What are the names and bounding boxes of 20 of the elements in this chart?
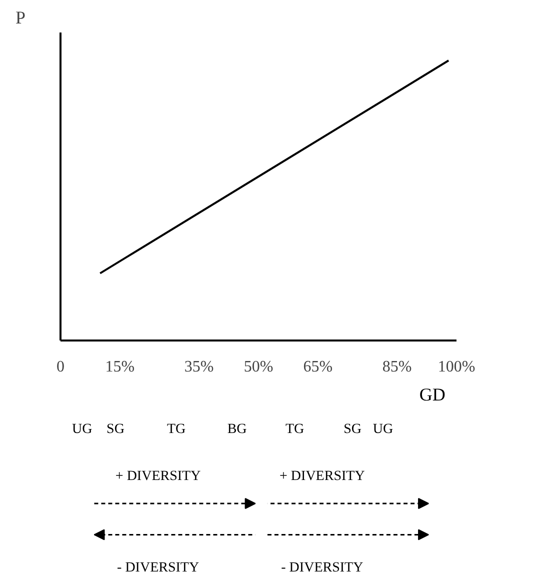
x-tick-label: 85% <box>382 358 412 376</box>
x-axis-title: GD <box>419 384 446 404</box>
x-tick-label: 65% <box>303 358 333 376</box>
x-tick-label: 100% <box>438 358 476 376</box>
text: BG <box>227 422 247 438</box>
y-axis-title: P <box>16 8 26 28</box>
text: UG <box>72 422 92 438</box>
text: - DIVERSITY <box>281 560 364 576</box>
x-tick-label: 35% <box>184 358 214 376</box>
text: + DIVERSITY <box>115 468 201 484</box>
text: TG <box>285 422 304 438</box>
text: UG <box>372 422 394 438</box>
x-tick-label: 15% <box>105 358 135 376</box>
text: + DIVERSITY <box>280 468 365 484</box>
text: TG <box>166 422 186 438</box>
text: SG <box>106 422 124 438</box>
x-tick-label: 0 <box>56 358 64 376</box>
text: - DIVERSITY <box>117 560 200 576</box>
text: SG <box>344 422 362 438</box>
x-tick-label: 50% <box>244 358 274 376</box>
